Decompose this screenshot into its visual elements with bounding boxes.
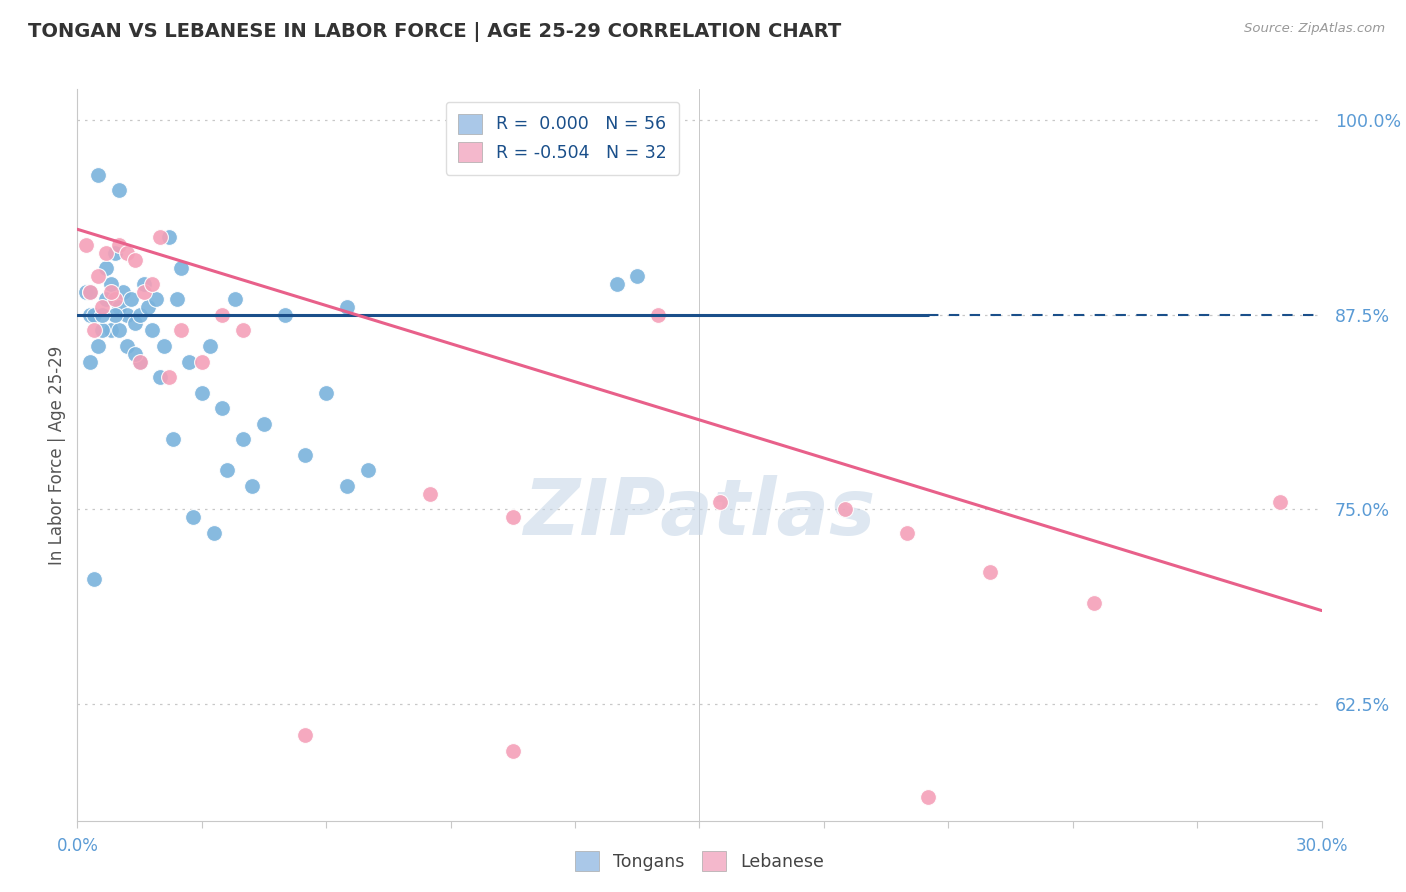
Point [502,743,524,757]
Point [75,237,97,252]
Point [979,565,1001,579]
Point [294,448,316,462]
Point [96,245,118,260]
Text: 0.0%: 0.0% [56,837,98,855]
Point [132,285,155,299]
Point [91,300,114,314]
Point [274,308,297,322]
Point [79,285,101,299]
Point [91,323,114,337]
Point [896,525,918,540]
Point [75,285,97,299]
Point [124,253,146,268]
Point [124,316,146,330]
Text: Source: ZipAtlas.com: Source: ZipAtlas.com [1244,22,1385,36]
Point [157,230,180,244]
Point [87,168,110,182]
Point [141,277,163,291]
Point [253,417,276,431]
Point [917,790,939,805]
Point [100,285,122,299]
Point [153,339,176,353]
Point [83,323,105,337]
Y-axis label: In Labor Force | Age 25-29: In Labor Force | Age 25-29 [48,345,66,565]
Point [79,354,101,368]
Point [170,261,193,276]
Point [104,308,127,322]
Point [91,308,114,322]
Text: TONGAN VS LEBANESE IN LABOR FORCE | AGE 25-29 CORRELATION CHART: TONGAN VS LEBANESE IN LABOR FORCE | AGE … [28,22,841,42]
Point [132,277,155,291]
Point [111,285,134,299]
Point [202,525,225,540]
Point [709,494,731,508]
Point [626,268,648,283]
Point [191,385,214,400]
Point [108,323,129,337]
Point [179,354,201,368]
Point [170,323,193,337]
Point [115,339,138,353]
Legend: Tongans, Lebanese: Tongans, Lebanese [568,844,831,878]
Point [834,502,856,516]
Point [145,293,167,307]
Point [96,293,118,307]
Point [96,261,118,276]
Point [647,308,669,322]
Point [606,277,628,291]
Point [502,510,524,524]
Point [240,479,263,493]
Point [336,300,359,314]
Point [294,728,316,742]
Point [315,385,337,400]
Point [128,354,150,368]
Point [149,230,172,244]
Point [108,183,129,197]
Point [124,347,146,361]
Point [100,323,122,337]
Point [1083,596,1105,610]
Point [162,433,184,447]
Text: ZIPatlas: ZIPatlas [523,475,876,551]
Point [128,308,150,322]
Point [211,308,233,322]
Point [166,293,188,307]
Point [79,285,101,299]
Point [83,308,105,322]
Point [115,308,138,322]
Point [191,354,214,368]
Point [211,401,233,416]
Point [141,323,163,337]
Point [419,487,441,501]
Point [198,339,221,353]
Point [108,237,129,252]
Point [115,245,138,260]
Point [104,293,127,307]
Point [232,323,254,337]
Point [215,463,238,477]
Point [120,293,142,307]
Point [136,300,159,314]
Point [100,277,122,291]
Point [108,300,129,314]
Point [336,479,359,493]
Point [87,339,110,353]
Point [183,510,205,524]
Point [87,268,110,283]
Point [232,433,254,447]
Point [357,463,380,477]
Point [79,308,101,322]
Point [83,573,105,587]
Text: 30.0%: 30.0% [1295,837,1348,855]
Point [149,370,172,384]
Point [128,354,150,368]
Point [104,245,127,260]
Point [157,370,180,384]
Point [224,293,246,307]
Point [1270,494,1292,508]
